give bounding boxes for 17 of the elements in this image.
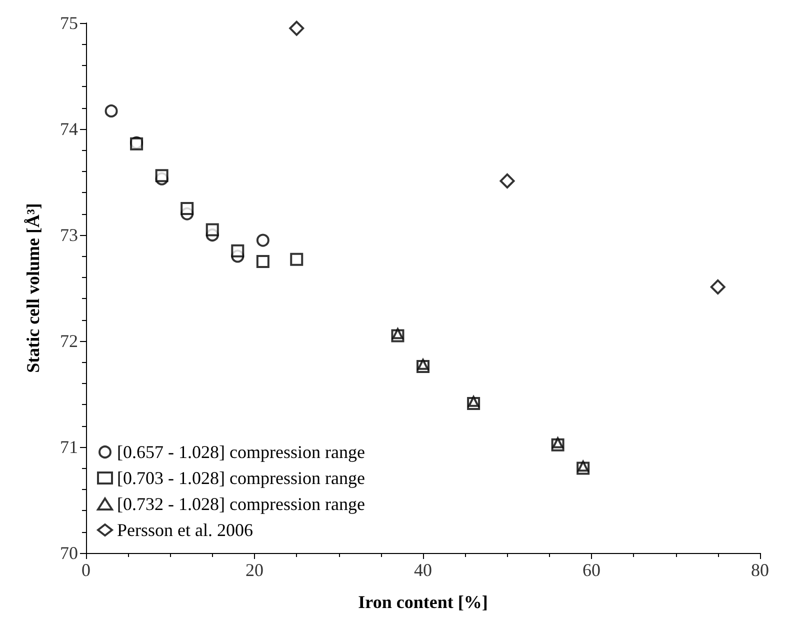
x-tick-label: 20 bbox=[246, 560, 264, 580]
y-tick-label: 72 bbox=[60, 331, 78, 351]
y-tick-label: 75 bbox=[60, 13, 78, 33]
x-axis-title: Iron content [%] bbox=[358, 592, 488, 612]
x-tick-label: 0 bbox=[82, 560, 90, 580]
y-tick-label: 74 bbox=[60, 119, 78, 139]
y-axis-title: Static cell volume [Å³] bbox=[23, 203, 43, 373]
x-tick-label: 40 bbox=[414, 560, 432, 580]
x-tick-label: 60 bbox=[582, 560, 600, 580]
legend-label: [0.703 - 1.028] compression range bbox=[117, 468, 365, 488]
x-tick-label: 80 bbox=[751, 560, 769, 580]
legend-label: Persson et al. 2006 bbox=[117, 520, 253, 540]
legend-label: [0.732 - 1.028] compression range bbox=[117, 494, 365, 514]
legend-label: [0.657 - 1.028] compression range bbox=[117, 442, 365, 462]
y-tick-label: 73 bbox=[60, 225, 78, 245]
y-tick-label: 70 bbox=[60, 543, 78, 563]
y-tick-label: 71 bbox=[60, 437, 78, 457]
